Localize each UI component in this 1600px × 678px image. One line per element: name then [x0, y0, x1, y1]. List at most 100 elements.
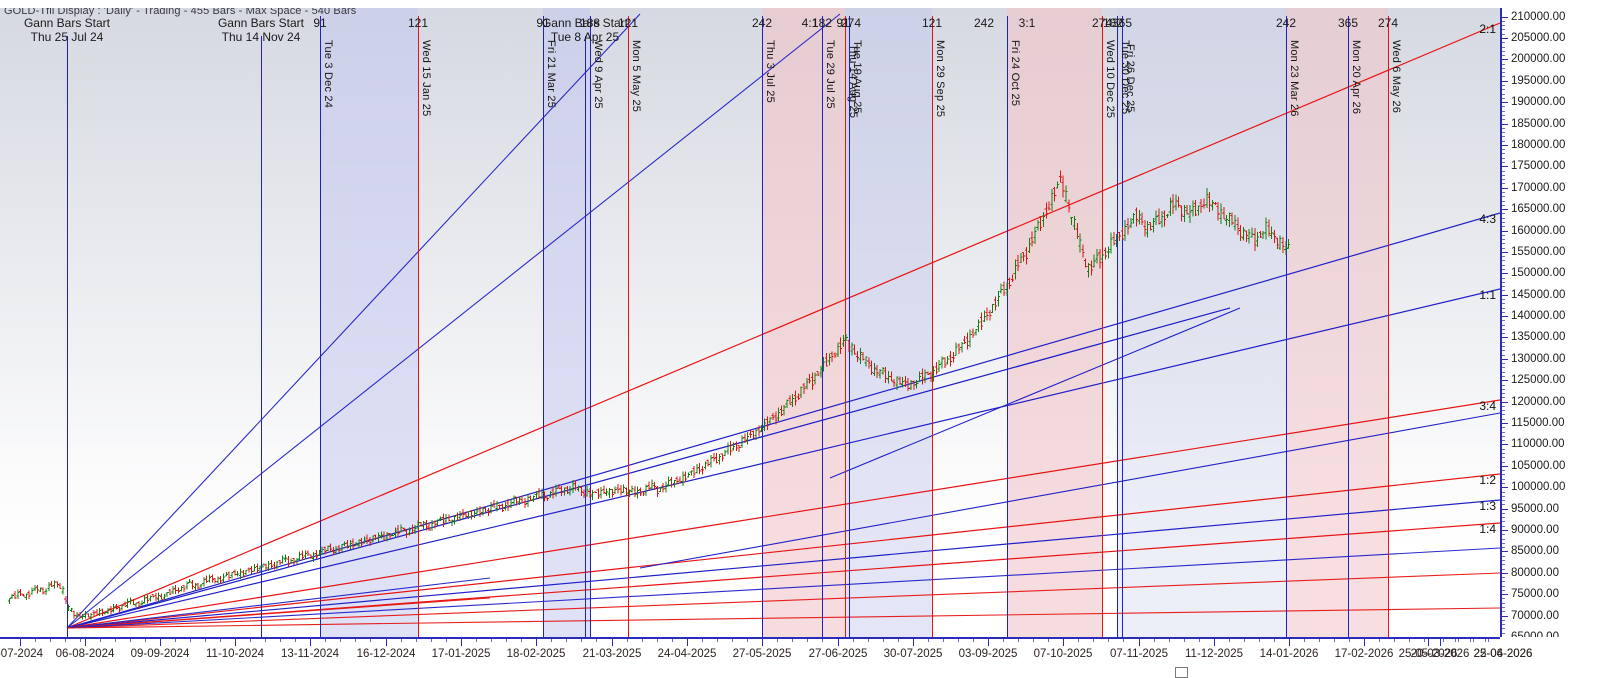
date-tick-label: 06-08-2024	[55, 648, 115, 660]
price-tick	[1502, 123, 1508, 125]
date-minor-tick	[1259, 639, 1261, 642]
date-tick	[762, 639, 763, 646]
price-tick	[1502, 594, 1508, 596]
price-axis[interactable]: 210000.00 205000.00 200000.00 195000.00 1900…	[1500, 8, 1600, 643]
date-tick	[838, 639, 839, 646]
date-minor-tick	[1274, 639, 1276, 642]
chart-plot-area[interactable]: GOLD-Tfll Display : 'Daily' - Trading - …	[0, 8, 1500, 637]
price-minor-tick	[1502, 191, 1505, 193]
date-minor-tick	[702, 639, 704, 642]
price-tick-label: 110000.00	[1511, 438, 1565, 451]
date-minor-tick	[1154, 639, 1156, 642]
time-band	[1007, 8, 1102, 637]
time-band	[320, 8, 418, 637]
date-tick-label: 25-05-2026	[1398, 648, 1458, 660]
date-minor-tick	[491, 639, 493, 642]
date-minor-tick	[807, 639, 809, 642]
date-minor-tick	[928, 639, 930, 642]
gann-channel-line	[639, 412, 1500, 569]
date-tick	[1063, 639, 1064, 646]
gann-vertical-date-label: Wed 9 Apr 25	[592, 40, 604, 109]
date-minor-tick	[355, 639, 357, 642]
date-tick-label: 07-11-2025	[1110, 648, 1168, 660]
price-minor-tick	[1502, 46, 1505, 48]
price-minor-tick	[1502, 127, 1505, 129]
price-minor-tick	[1502, 29, 1505, 31]
date-tick-label: 11-10-2024	[206, 648, 264, 660]
date-minor-tick	[1394, 639, 1396, 642]
price-tick	[1502, 615, 1508, 617]
price-minor-tick	[1502, 624, 1505, 626]
price-tick-label: 85000.00	[1511, 545, 1559, 558]
price-tick	[1502, 230, 1508, 232]
price-tick-label: 210000.00	[1511, 10, 1566, 23]
gann-ratio-label: 1:1	[1479, 288, 1496, 302]
gann-bars-start-date: Thu 14 Nov 24	[221, 30, 301, 44]
price-minor-tick	[1502, 525, 1505, 527]
date-tick	[687, 639, 688, 646]
price-minor-tick	[1502, 500, 1505, 502]
price-tick-label: 70000.00	[1511, 609, 1559, 622]
date-minor-tick	[657, 639, 659, 642]
date-minor-tick	[325, 639, 327, 642]
gann-count-label: 182	[811, 16, 833, 30]
date-tick	[310, 639, 311, 646]
date-minor-tick	[566, 639, 568, 642]
price-tick	[1502, 102, 1508, 104]
price-tick-label: 125000.00	[1511, 374, 1566, 387]
price-minor-tick	[1502, 547, 1505, 549]
date-tick-label: 20-03-2026	[1410, 648, 1470, 660]
chart-canvas	[0, 8, 1500, 637]
price-tick-label: 75000.00	[1511, 588, 1559, 601]
price-tick	[1502, 80, 1508, 82]
price-minor-tick	[1502, 234, 1505, 236]
price-tick-label: 130000.00	[1511, 352, 1566, 365]
price-tick	[1502, 551, 1508, 553]
date-minor-tick	[370, 639, 372, 642]
date-minor-tick	[145, 639, 147, 642]
date-tick-label: 09-09-2024	[130, 648, 190, 660]
price-minor-tick	[1502, 290, 1505, 292]
price-minor-tick	[1502, 89, 1505, 91]
price-minor-tick	[1502, 354, 1505, 356]
price-minor-tick	[1502, 585, 1505, 587]
date-minor-tick	[732, 639, 734, 642]
price-tick	[1502, 187, 1508, 189]
price-tick	[1502, 209, 1508, 211]
price-minor-tick	[1502, 534, 1505, 536]
price-minor-tick	[1502, 388, 1505, 390]
date-minor-tick	[596, 639, 598, 642]
price-minor-tick	[1502, 559, 1505, 561]
date-tick-label: 11-12-2025	[1185, 648, 1243, 660]
date-minor-tick	[1184, 639, 1186, 642]
resize-grip-icon[interactable]	[1175, 667, 1188, 678]
date-minor-tick	[1379, 639, 1381, 642]
price-tick	[1502, 380, 1508, 382]
price-minor-tick	[1502, 50, 1505, 52]
price-minor-tick	[1502, 341, 1505, 343]
price-tick-label: 100000.00	[1511, 481, 1566, 494]
date-minor-tick	[958, 639, 960, 642]
date-minor-tick	[250, 639, 252, 642]
price-minor-tick	[1502, 453, 1505, 454]
gann-vertical-date-label: Mon 20 Apr 26	[1350, 40, 1362, 115]
gann-count-label: 121	[407, 16, 429, 30]
price-minor-tick	[1502, 183, 1505, 185]
date-tick-label: 18-02-2025	[506, 648, 566, 660]
price-minor-tick	[1502, 440, 1505, 442]
gann-vertical-date-label: Tue 29 Jul 25	[824, 40, 836, 109]
gann-bars-start-title: Gann Bars Start	[217, 16, 305, 30]
date-minor-tick	[1424, 639, 1426, 642]
price-minor-tick	[1502, 179, 1505, 181]
gann-fan-ray	[66, 13, 641, 629]
price-minor-tick	[1502, 427, 1505, 429]
price-minor-tick	[1502, 474, 1505, 476]
date-minor-tick	[265, 639, 267, 642]
price-minor-tick	[1502, 564, 1505, 566]
price-minor-tick	[1502, 162, 1505, 164]
price-minor-tick	[1502, 478, 1505, 480]
date-axis[interactable]: -07-2024 06-08-2024 09-09-2024 11-10-2024 13…	[0, 637, 1600, 678]
date-minor-tick	[35, 639, 37, 642]
price-tick	[1502, 251, 1508, 253]
price-minor-tick	[1502, 538, 1505, 540]
